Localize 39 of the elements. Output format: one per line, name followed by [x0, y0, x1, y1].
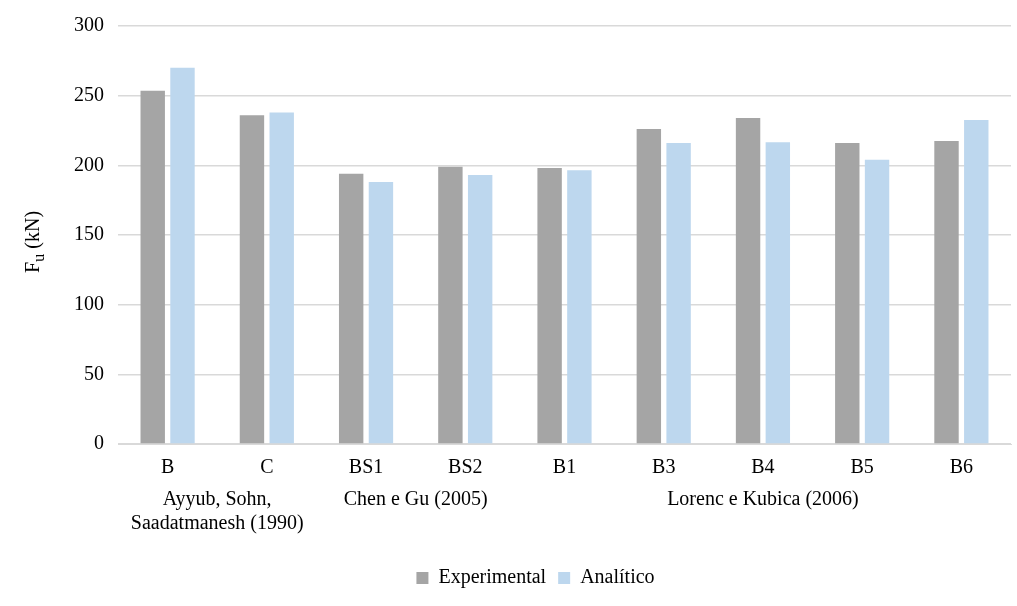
- y-tick-label: 150: [74, 222, 104, 245]
- legend-label: Experimental: [438, 565, 547, 589]
- bar: [368, 182, 394, 444]
- bar: [864, 159, 890, 444]
- y-tick-label: 300: [74, 13, 104, 36]
- bar: [537, 168, 562, 444]
- bar: [170, 67, 195, 444]
- bar: [666, 143, 691, 444]
- x-tick-label: B4: [751, 455, 775, 478]
- x-tick-label: C: [260, 455, 274, 478]
- bar: [765, 142, 791, 444]
- x-tick-label: B5: [850, 455, 874, 478]
- bar: [934, 140, 959, 444]
- bar: [835, 143, 860, 444]
- text: Chen e Gu (2005): [343, 487, 488, 511]
- x-tick-label: BS1: [348, 455, 384, 478]
- bar: [567, 170, 592, 444]
- y-tick-label: 50: [84, 361, 104, 384]
- x-tick-label: B6: [949, 455, 974, 478]
- y-tick-label: 100: [74, 291, 104, 314]
- legend-label: Analítico: [580, 565, 655, 588]
- bar: [140, 90, 165, 444]
- text: Lorenc e Kubica (2006): [667, 487, 859, 511]
- x-tick-label: B: [160, 455, 175, 478]
- x-tick-label: B1: [552, 455, 577, 478]
- y-tick-label: 0: [94, 431, 104, 454]
- bar: [636, 129, 662, 444]
- bar: [239, 115, 265, 444]
- bar: [438, 166, 463, 444]
- y-tick-label: 200: [74, 152, 104, 175]
- x-tick-label: B3: [652, 455, 676, 478]
- bar: [467, 175, 493, 444]
- bar: [735, 117, 761, 444]
- text: Ayyub, Sohn, Saadatmanesh (1990): [130, 487, 304, 535]
- bar: [964, 120, 989, 444]
- y-tick-label: 250: [74, 82, 104, 105]
- x-tick-label: BS2: [448, 455, 483, 478]
- bar: [338, 173, 364, 444]
- bar: [269, 112, 294, 444]
